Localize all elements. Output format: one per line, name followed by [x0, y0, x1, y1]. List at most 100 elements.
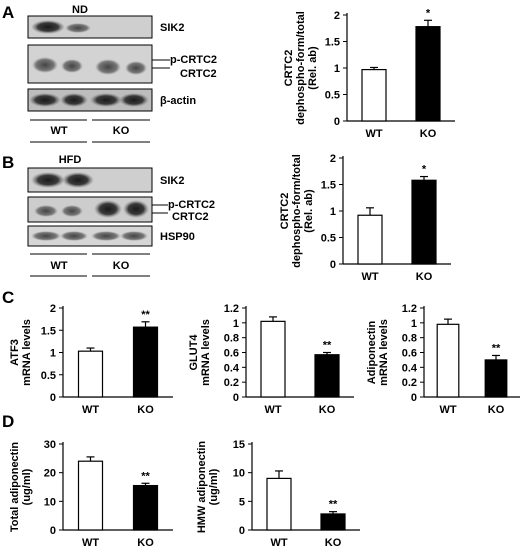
- blot-band: [32, 57, 58, 73]
- y-axis-label: Total adiponectin: [9, 442, 21, 533]
- y-axis-label: mRNA levels: [378, 319, 390, 386]
- significance-marker: *: [422, 164, 427, 176]
- x-tick-label: KO: [416, 271, 433, 283]
- condition-label-nd: ND: [72, 4, 88, 16]
- y-tick-label: 0.6: [224, 348, 239, 360]
- bar: [266, 477, 292, 531]
- condition-label-hfd: HFD: [59, 154, 82, 166]
- y-axis-label: CRTC2: [279, 193, 291, 230]
- y-tick-label: 0.8: [402, 333, 417, 345]
- x-tick-label: KO: [488, 404, 505, 416]
- blot-band: [34, 205, 58, 217]
- x-tick-label: WT: [82, 404, 99, 416]
- y-tick-label: 0: [334, 116, 340, 128]
- y-tick-label: 0: [239, 525, 245, 537]
- blot-band: [29, 93, 61, 107]
- y-axis-label: (ug/ml): [21, 468, 33, 505]
- panel-letter-d: D: [2, 412, 14, 431]
- chart-a: 0 0.5 1 1.5 2 WT * KO CRTC2 dephospho-form/total(…: [283, 7, 455, 140]
- y-tick-label: 0: [330, 259, 336, 271]
- blot-b-label-hsp90: HSP90: [160, 231, 195, 243]
- y-tick-label: 1: [330, 206, 336, 218]
- y-tick-label: 0: [50, 392, 56, 404]
- y-axis-label: (ug/ml): [208, 468, 220, 505]
- panel-letter-a: A: [2, 3, 14, 22]
- y-tick-label: 0.8: [224, 333, 239, 345]
- blot-band: [125, 61, 147, 75]
- chart-d-hmw-adiponectin: 0 5 10 15 WT ** KO HMW adiponectin (ug/ml): [196, 439, 360, 549]
- significance-marker: *: [426, 7, 431, 19]
- chart-d-total-adiponectin: 0 10 20 30 WT ** KO Total adiponectin (ug/ml): [9, 439, 173, 549]
- bar: [132, 484, 159, 531]
- bar: [415, 26, 441, 122]
- blot-band: [95, 59, 121, 75]
- x-tick-label: WT: [82, 537, 99, 549]
- y-tick-label: 2: [330, 153, 336, 165]
- y-tick-label: 0.2: [402, 377, 417, 389]
- y-tick-label: 0.5: [41, 370, 56, 382]
- significance-marker: **: [323, 340, 332, 352]
- bar: [411, 179, 437, 265]
- x-tick-label: WT: [361, 271, 378, 283]
- y-axis-label: mRNA levels: [200, 319, 212, 386]
- significance-marker: **: [141, 309, 150, 321]
- y-axis-label: HMW adiponectin: [196, 441, 208, 534]
- bar: [484, 359, 508, 398]
- significance-marker: **: [141, 470, 150, 482]
- panel-letter-b: B: [2, 153, 14, 172]
- y-axis-label: CRTC2: [283, 50, 295, 87]
- x-tick-label: WT: [270, 537, 287, 549]
- x-tick-label: KO: [137, 404, 154, 416]
- blot-band: [65, 23, 91, 33]
- blot-a-group-ko: KO: [113, 125, 130, 137]
- blot-a: ND SIK2 p-CRTC2 CRTC2 β-actin WT KO: [27, 4, 217, 143]
- y-axis-label: mRNA levels: [21, 319, 33, 386]
- chart-c-atf3: 0 0.5 1 1.5 2 WT ** KO ATF3 mRNA levels: [9, 303, 173, 416]
- y-tick-label: 0.2: [224, 377, 239, 389]
- y-axis-label: (Rel. ab): [307, 46, 319, 90]
- bar: [436, 323, 460, 398]
- y-tick-label: 1: [50, 348, 56, 360]
- chart-c-adiponectin: 0 0.2 0.4 0.6 0.8 1 1.2 WT ** KO Adiponectin mRNA l…: [366, 303, 520, 416]
- blot-band: [91, 231, 121, 241]
- y-axis-label: ATF3: [9, 339, 21, 366]
- blot-a-group-wt: WT: [50, 125, 67, 137]
- blot-band: [62, 172, 94, 188]
- y-axis-label: GLUT4: [188, 334, 200, 371]
- blot-b-label-sik2: SIK2: [160, 175, 184, 187]
- y-tick-label: 1.5: [321, 180, 336, 192]
- y-tick-label: 10: [44, 496, 56, 508]
- y-axis-label: Adiponectin: [366, 320, 378, 384]
- bar: [77, 350, 104, 398]
- blot-a-label-sik2: SIK2: [160, 22, 184, 34]
- y-axis-label: dephospho-form/total: [295, 11, 307, 125]
- blot-b-group-ko: KO: [113, 260, 130, 272]
- y-tick-label: 20: [44, 468, 56, 480]
- bar: [314, 354, 340, 398]
- blot-band: [90, 93, 122, 107]
- bar: [320, 513, 346, 531]
- blot-band: [119, 93, 149, 107]
- bar: [357, 214, 383, 265]
- y-tick-label: 10: [233, 468, 245, 480]
- blot-b-hsp90-strip: [27, 225, 153, 247]
- blot-band: [123, 200, 149, 218]
- bar: [361, 68, 387, 122]
- blot-a-label-actin: β-actin: [160, 95, 196, 107]
- bar: [132, 326, 159, 398]
- blot-band: [61, 205, 83, 217]
- significance-marker: **: [329, 499, 338, 511]
- y-tick-label: 1.5: [41, 325, 56, 337]
- significance-marker: **: [492, 342, 501, 354]
- blot-band: [60, 93, 88, 107]
- y-tick-label: 0: [411, 392, 417, 404]
- y-tick-label: 1: [411, 318, 417, 330]
- panel-letter-c: C: [2, 288, 14, 307]
- chart-b: 0 0.5 1 1.5 2 WT * KO CRTC2 dephospho-form/total(…: [279, 153, 451, 283]
- y-tick-label: 0.4: [224, 362, 240, 374]
- y-tick-label: 0.6: [402, 348, 417, 360]
- blot-band: [120, 231, 148, 241]
- y-tick-label: 1.5: [325, 37, 340, 49]
- blot-a-label-pcrtc2: p-CRTC2: [170, 54, 217, 66]
